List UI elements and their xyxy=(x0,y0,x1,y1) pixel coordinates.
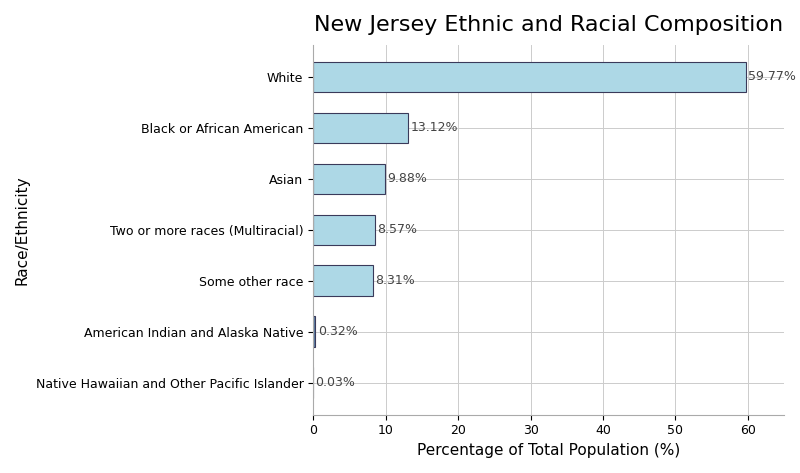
Y-axis label: Race/Ethnicity: Race/Ethnicity xyxy=(15,175,30,285)
Text: 0.03%: 0.03% xyxy=(315,376,355,389)
Text: 8.31%: 8.31% xyxy=(375,274,415,287)
Bar xyxy=(313,164,385,194)
X-axis label: Percentage of Total Population (%): Percentage of Total Population (%) xyxy=(417,443,680,458)
Bar xyxy=(313,316,315,347)
Title: New Jersey Ethnic and Racial Composition: New Jersey Ethnic and Racial Composition xyxy=(314,15,783,35)
Text: 9.88%: 9.88% xyxy=(387,172,426,185)
Text: 13.12%: 13.12% xyxy=(410,122,458,134)
Text: 8.57%: 8.57% xyxy=(378,223,418,236)
Bar xyxy=(313,61,746,92)
Text: 0.32%: 0.32% xyxy=(318,325,358,338)
Bar xyxy=(313,215,375,245)
Text: 59.77%: 59.77% xyxy=(749,70,796,83)
Bar xyxy=(313,265,374,296)
Bar xyxy=(313,113,408,143)
